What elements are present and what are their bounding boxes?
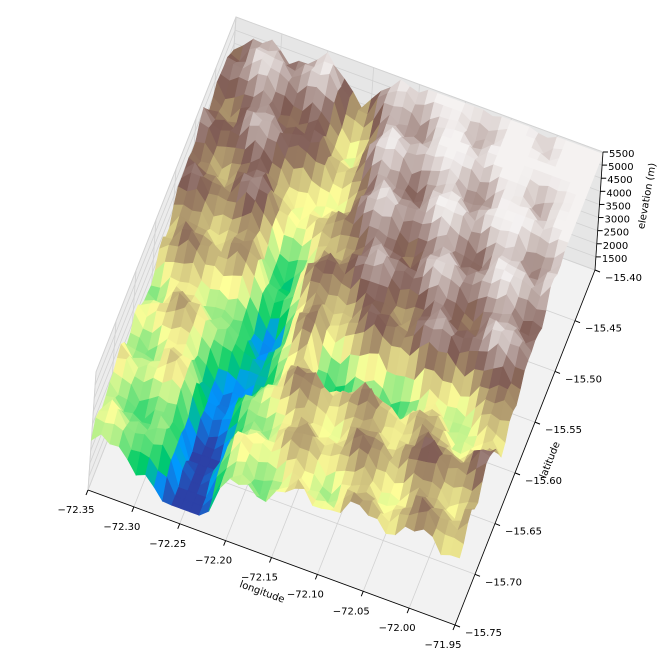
y-tick — [574, 320, 581, 324]
axis-line — [454, 269, 596, 626]
y-tick — [494, 523, 501, 527]
y-tick — [554, 370, 561, 374]
y-tick — [454, 624, 461, 628]
x-tick — [177, 523, 181, 529]
x-tick-label: −72.00 — [379, 623, 416, 634]
y-tick-label: −15.75 — [465, 628, 502, 639]
z-tick-label: 4000 — [606, 188, 631, 199]
x-tick-label: −71.95 — [424, 640, 461, 651]
x-tick — [223, 540, 227, 546]
surface — [90, 38, 604, 559]
grid-line — [94, 29, 236, 386]
y-tick-label: −15.40 — [605, 273, 642, 284]
axes: −72.35 −72.30 −72.25 −72.20 −72.15 −72.10 −72.… — [57, 149, 642, 651]
grid-line — [235, 16, 604, 153]
y-axis-label: latitude — [538, 440, 563, 480]
x-tick — [406, 607, 410, 614]
y-tick — [534, 421, 541, 425]
surface-cell — [449, 537, 464, 559]
y-tick — [514, 472, 521, 476]
y-tick-label: −15.60 — [525, 476, 562, 487]
x-tick-label: −72.25 — [149, 539, 186, 550]
z-tick-label: 3500 — [605, 201, 630, 212]
x-tick-label: −72.20 — [195, 556, 232, 567]
y-tick-label: −15.50 — [565, 374, 602, 385]
grid-line — [87, 371, 97, 491]
x-tick — [314, 574, 318, 580]
x-tick — [360, 591, 364, 597]
y-tick — [594, 269, 601, 273]
z-tick-label: 2500 — [604, 228, 629, 239]
y-tick-label: −15.65 — [505, 527, 542, 538]
y-tick-label: −15.45 — [585, 324, 622, 335]
x-tick — [85, 489, 89, 496]
x-tick-label: −72.10 — [287, 589, 324, 600]
grid-line — [93, 43, 235, 399]
y-tick — [474, 573, 481, 577]
x-tick — [269, 557, 272, 563]
x-tick-label: −72.30 — [103, 522, 140, 533]
z-tick-label: 1500 — [602, 254, 627, 265]
axis-line — [594, 151, 604, 271]
y-tick-label: −15.70 — [485, 577, 522, 588]
z-tick-label: 5000 — [608, 162, 633, 173]
x-tick-label: −72.35 — [57, 505, 94, 516]
z-tick-label: 3000 — [605, 215, 630, 226]
x-tick-label: −72.15 — [241, 573, 278, 584]
z-axis-label: elevation (m) — [636, 162, 658, 230]
x-tick — [131, 506, 135, 513]
x-tick-label: −72.05 — [333, 606, 370, 617]
z-tick-label: 5500 — [609, 149, 634, 160]
grid-line — [95, 16, 237, 373]
y-tick-label: −15.55 — [545, 425, 582, 436]
z-tick-label: 4500 — [607, 175, 632, 186]
z-tick-label: 2000 — [603, 241, 628, 252]
x-tick — [452, 624, 456, 631]
